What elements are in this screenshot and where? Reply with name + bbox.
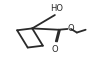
Text: O: O: [68, 24, 74, 33]
Text: O: O: [52, 45, 58, 54]
Text: HO: HO: [50, 4, 63, 13]
